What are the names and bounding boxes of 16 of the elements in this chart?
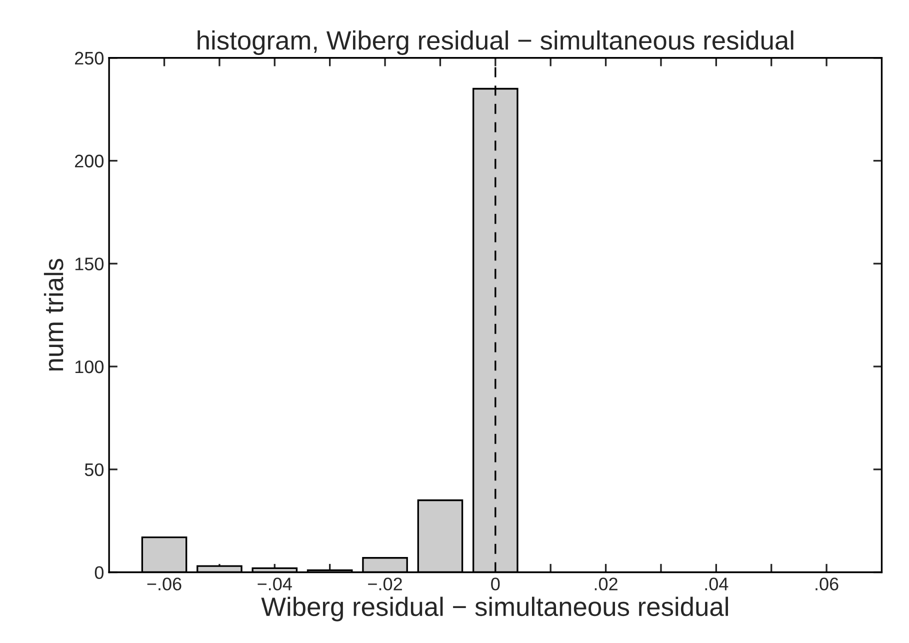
y-tick-label: 200 [75,154,104,168]
x-axis-title: Wiberg residual − simultaneous residual [261,596,728,622]
chart-title: histogram, Wiberg residual − simultaneous residual [198,30,794,56]
y-tick-label: 150 [75,258,104,270]
y-tick-label: 100 [75,360,104,374]
x-tick-label: −.06 [147,578,182,590]
x-tick-label: −.04 [258,578,292,590]
x-tick-label: .06 [816,578,838,590]
y-tick-label: 50 [84,463,104,476]
y-tick-label: 250 [75,52,104,65]
x-tick-label: .04 [705,578,728,590]
x-tick-label: .02 [594,578,618,590]
y-axis-title: num trials [44,258,64,371]
x-tick-label: 0 [491,578,500,590]
x-tick-label: −.02 [368,578,402,590]
y-tick-label: 0 [94,566,104,579]
